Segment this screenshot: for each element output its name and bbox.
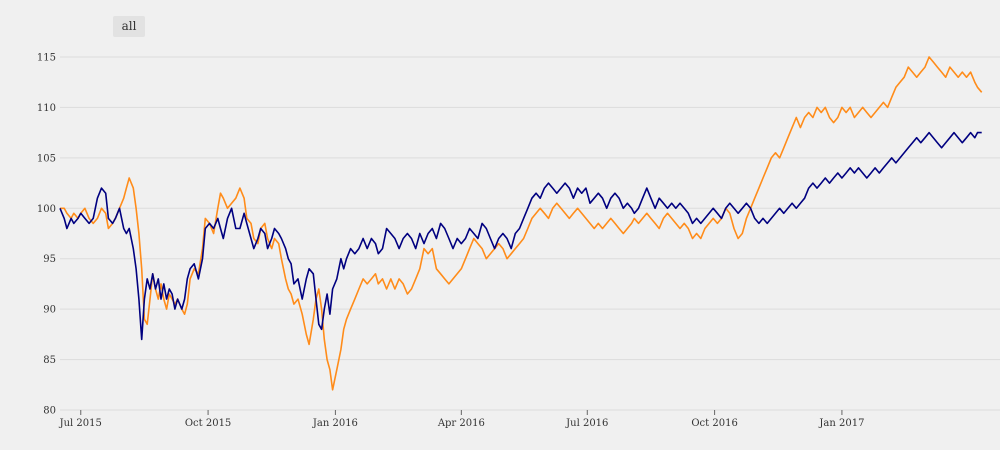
x-tick-label: Oct 2016	[691, 418, 737, 429]
series-group	[59, 56, 983, 391]
y-tick-label: 115	[37, 53, 56, 64]
y-tick-label: 105	[37, 153, 56, 164]
y-tick-label: 110	[37, 103, 56, 114]
series-line-orange	[60, 56, 983, 391]
y-tick-label: 100	[37, 204, 56, 215]
range-selector-all-button[interactable]: all	[113, 16, 145, 37]
y-tick-label: 95	[43, 254, 56, 265]
y-tick-label: 80	[43, 406, 56, 417]
x-tick-label: Jul 2015	[59, 418, 102, 429]
x-tick-label: Jan 2017	[818, 418, 864, 429]
y-tick-label: 85	[43, 355, 56, 366]
x-tick-label: Oct 2015	[185, 418, 231, 429]
x-tick-label: Jul 2016	[565, 418, 608, 429]
y-tick-label: 90	[43, 305, 56, 316]
x-tick-label: Jan 2016	[312, 418, 358, 429]
grid-lines	[60, 56, 1000, 411]
x-axis: Jul 2015 Oct 2015 Jan 2016 Apr 2016 Jul 2016…	[59, 410, 864, 429]
series-line-navy	[59, 131, 982, 341]
y-axis: 80 85 90 95 100 105 110 115	[37, 53, 56, 417]
x-tick-label: Apr 2016	[437, 418, 485, 429]
